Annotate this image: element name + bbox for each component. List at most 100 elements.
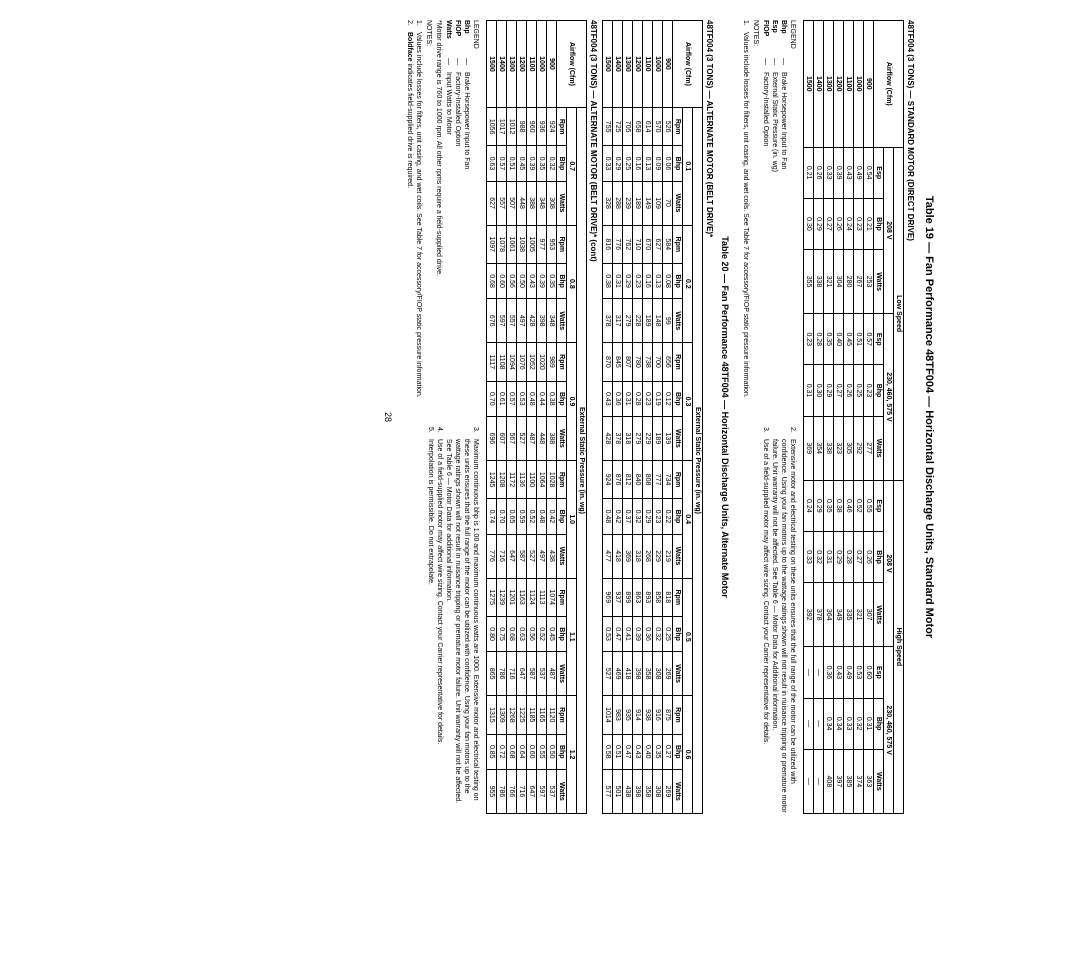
table-cell: 0.46 xyxy=(844,480,854,531)
table-cell: 0.35 xyxy=(653,734,663,769)
table-cell: 1076 xyxy=(517,343,527,382)
table-cell: 328 xyxy=(603,181,613,225)
table-cell: 1268 xyxy=(507,696,517,735)
table-cell: 0.33 xyxy=(824,147,834,198)
table-cell: 0.31 xyxy=(824,531,834,582)
table-cell: 0.52 xyxy=(537,617,547,652)
table-cell: 808 xyxy=(643,460,653,498)
table-cell: 307 xyxy=(864,583,874,647)
table-cell: 0.31 xyxy=(623,381,633,416)
table-cell: 0.80 xyxy=(487,617,497,652)
table-cell: 818 xyxy=(663,578,673,616)
page-number: 28 xyxy=(383,20,393,814)
table-cell: 647 xyxy=(517,652,527,696)
table-cell: 0.32 xyxy=(547,146,557,181)
table-cell: 527 xyxy=(603,652,613,696)
table-cell: 0.60 xyxy=(527,734,537,769)
table-cell: 0.32 xyxy=(633,499,643,534)
table-cell: — xyxy=(814,698,824,749)
table-cell: 0.24 xyxy=(844,198,854,249)
table-cell: 268 xyxy=(643,534,653,578)
table-cell: 0.37 xyxy=(623,499,633,534)
table-cell: 0.56 xyxy=(507,264,517,299)
table-cell: 0.28 xyxy=(844,531,854,582)
table-cell: 983 xyxy=(613,696,623,735)
table-cell: 0.28 xyxy=(814,314,824,365)
table-cell: 1245 xyxy=(487,460,497,499)
table-cell: 369 xyxy=(804,416,814,480)
table-cell: 0.26 xyxy=(864,531,874,582)
table-cell: 937 xyxy=(613,578,623,616)
table-cell: 0.30 xyxy=(804,198,814,249)
table-cell: 1124 xyxy=(527,578,537,617)
table-cell: 0.29 xyxy=(814,198,824,249)
table-cell: 1208 xyxy=(497,460,507,499)
table-cell: — xyxy=(804,698,814,749)
table-cell: 0.23 xyxy=(653,499,663,534)
table-cell: 0.35 xyxy=(537,146,547,181)
table-cell: 0.12 xyxy=(663,381,673,416)
table-cell: 587 xyxy=(527,652,537,696)
table-cell: 1300 xyxy=(824,21,834,148)
table-cell: 0.24 xyxy=(804,480,814,531)
table-cell: 0.35 xyxy=(824,314,834,365)
table-cell: 870 xyxy=(603,343,613,381)
table-cell: 292 xyxy=(854,416,864,480)
table-cell: 0.51 xyxy=(507,146,517,181)
table-cell: 269 xyxy=(663,652,673,696)
table-cell: 0.63 xyxy=(517,617,527,652)
table-cell: 0.32 xyxy=(814,531,824,582)
table-cell: 1012 xyxy=(507,107,517,146)
table-cell: 989 xyxy=(547,343,557,382)
table-cell: 858 xyxy=(653,578,663,616)
table-cell: 0.55 xyxy=(537,734,547,769)
table-cell: 0.85 xyxy=(487,734,497,769)
table-cell: 0.27 xyxy=(854,531,864,582)
table-cell: 308 xyxy=(653,769,663,813)
table-cell: 378 xyxy=(613,416,623,460)
table-cell: 647 xyxy=(527,769,537,813)
table-cell: 358 xyxy=(643,769,653,813)
table-cell: 716 xyxy=(497,534,507,578)
table19: Airflow (Cfm) Low Speed High Speed 208 V… xyxy=(803,20,904,814)
table-cell: 584 xyxy=(663,225,673,263)
table-cell: 369 xyxy=(623,534,633,578)
table-cell: 0.42 xyxy=(613,499,623,534)
table-cell: 354 xyxy=(814,416,824,480)
table-cell: 469 xyxy=(613,652,623,696)
table-cell: 777 xyxy=(653,460,663,498)
table-cell: 408 xyxy=(824,749,834,813)
t20a-caption: 48TF004 (3 TONS) — ALTERNATE MOTOR (BELT… xyxy=(705,20,714,814)
table-cell: 1315 xyxy=(487,696,497,735)
table-cell: 786 xyxy=(497,769,507,813)
table-cell: 304 xyxy=(834,250,844,314)
table-cell: 647 xyxy=(507,534,517,578)
table-cell: 1061 xyxy=(507,225,517,264)
table-cell: 0.21 xyxy=(804,147,814,198)
table-cell: 969 xyxy=(603,578,613,616)
table-cell: 0.39 xyxy=(527,146,537,181)
table-cell: 627 xyxy=(487,181,497,225)
table-cell: 0.47 xyxy=(613,617,623,652)
table-cell: 1100 xyxy=(527,460,537,499)
table-cell: 349 xyxy=(834,583,844,647)
table-cell: 1074 xyxy=(547,578,557,617)
table-cell: 279 xyxy=(623,299,633,343)
table-cell: 477 xyxy=(603,534,613,578)
table-cell: 0.36 xyxy=(613,381,623,416)
t19-caption: 48TF004 (3 TONS) — STANDARD MOTOR (DIREC… xyxy=(906,20,915,814)
table-cell: 0.55 xyxy=(864,480,874,531)
table-cell: 776 xyxy=(613,225,623,263)
table-cell: 0.39 xyxy=(633,617,643,652)
table-cell: 109 xyxy=(653,181,663,225)
table-cell: 388 xyxy=(527,181,537,225)
table-cell: 0.23 xyxy=(804,314,814,365)
table-cell: 219 xyxy=(663,534,673,578)
table-cell: 1100 xyxy=(844,21,854,148)
table-cell: 1097 xyxy=(487,225,497,264)
table-cell: 0.58 xyxy=(603,734,613,769)
table-cell: 1005 xyxy=(527,225,537,264)
table-cell: 567 xyxy=(507,416,517,460)
table-cell: 527 xyxy=(527,534,537,578)
table-cell: 0.45 xyxy=(844,314,854,365)
